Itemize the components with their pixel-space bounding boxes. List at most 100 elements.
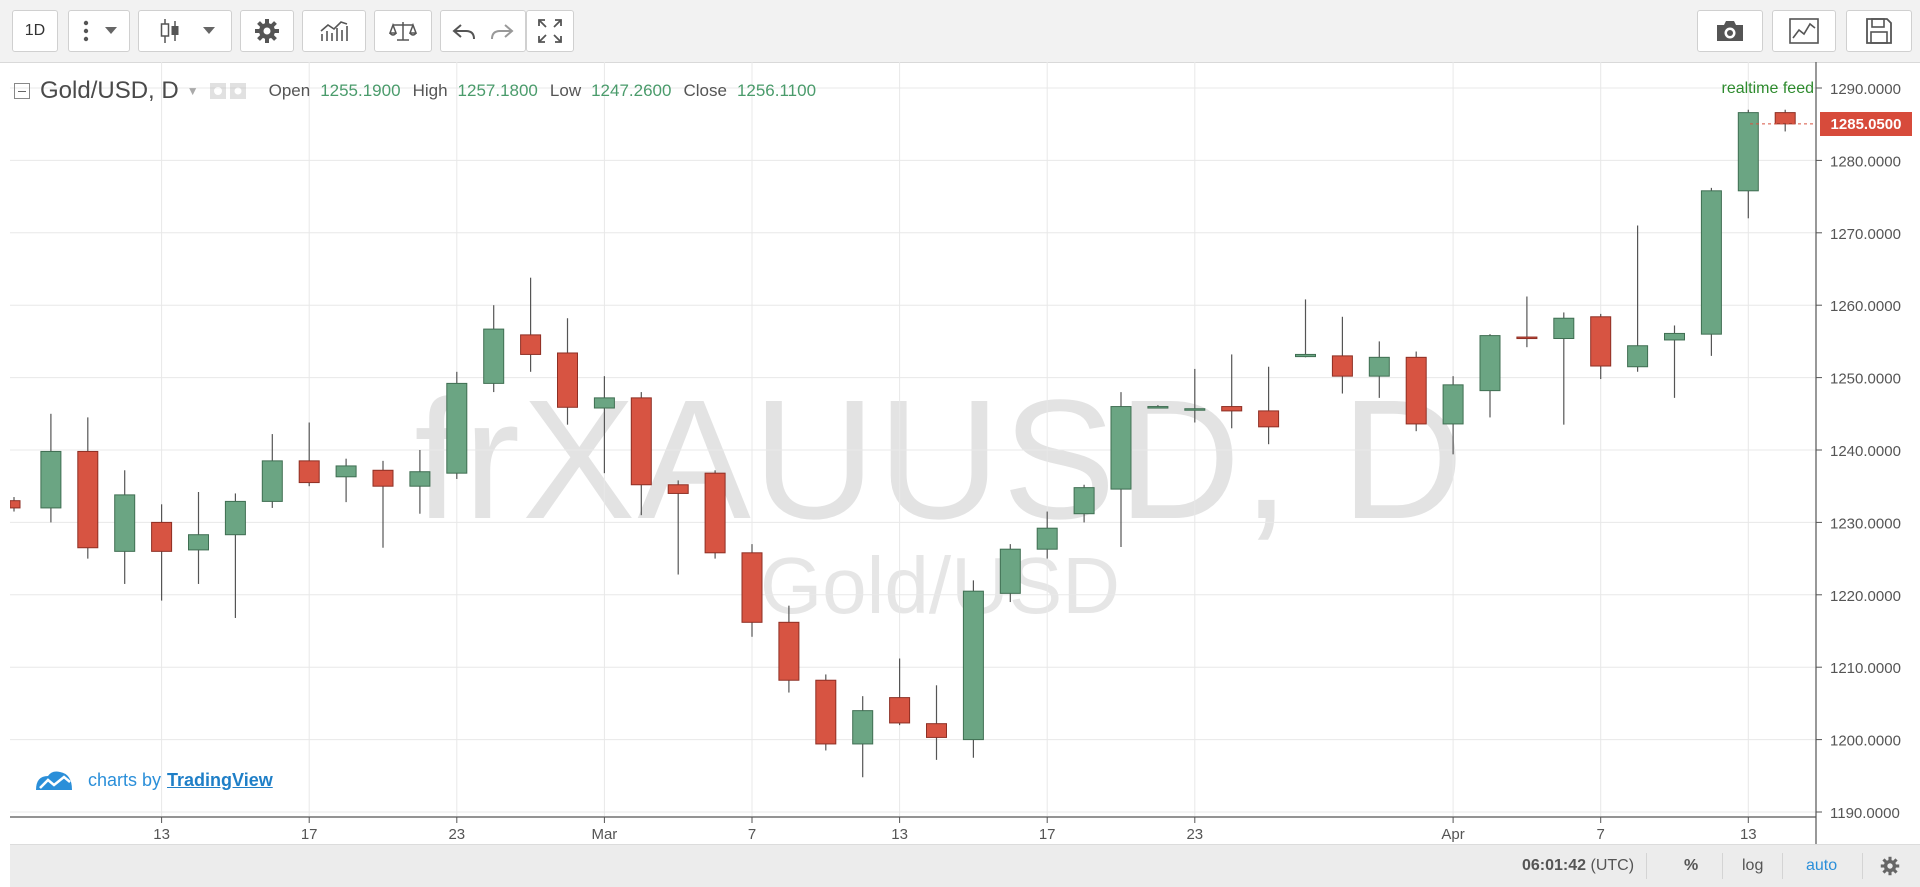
candle — [224, 493, 246, 618]
legend-open-label: Open — [268, 81, 311, 100]
candle — [1295, 299, 1316, 358]
candle-body — [630, 397, 652, 486]
log-scale-toggle[interactable]: log — [1742, 857, 1764, 874]
caret-down-icon — [105, 27, 117, 35]
realtime-feed-label: realtime feed — [1721, 80, 1815, 97]
legend-high-label: High — [412, 81, 448, 100]
candle-body — [1295, 353, 1316, 358]
x-tick-label: 17 — [1039, 826, 1056, 843]
candle-body — [593, 397, 615, 409]
tradingview-link[interactable]: TradingView — [167, 769, 273, 790]
candle — [1331, 316, 1353, 394]
y-tick-label: 1260.0000 — [1830, 298, 1901, 315]
vertical-dots-icon — [83, 20, 89, 42]
candle-body — [1110, 406, 1132, 490]
candle — [1664, 325, 1685, 398]
redo-icon[interactable] — [490, 22, 514, 40]
legend-high-value: 1257.1800 — [457, 81, 538, 100]
fullscreen-button[interactable] — [526, 10, 574, 52]
candle — [1221, 354, 1243, 429]
top-toolbar: 1D — [0, 0, 1920, 63]
save-button[interactable] — [1846, 10, 1912, 52]
y-tick-label: 1200.0000 — [1830, 733, 1901, 750]
brand-prefix: charts by — [88, 769, 162, 790]
percent-scale-toggle[interactable]: % — [1684, 857, 1699, 874]
clock-time: 06:01:42 — [1522, 857, 1587, 874]
auto-scale-toggle[interactable]: auto — [1806, 857, 1838, 874]
snapshot-button[interactable] — [1697, 10, 1763, 52]
chart-type-button[interactable] — [138, 10, 232, 52]
candle-body — [926, 723, 947, 738]
divider — [1722, 853, 1723, 879]
save-icon — [1865, 17, 1893, 45]
indicators-button[interactable] — [302, 10, 366, 52]
candle-body — [10, 500, 21, 509]
candle — [667, 480, 689, 575]
y-tick-label: 1220.0000 — [1830, 588, 1901, 605]
candle-body — [962, 590, 984, 741]
interval-label: 1D — [24, 22, 46, 39]
candle-body — [335, 465, 357, 478]
candle — [446, 371, 468, 479]
candle — [1036, 511, 1058, 559]
candle — [1479, 334, 1501, 418]
candle — [151, 504, 173, 601]
candle-body — [409, 471, 431, 487]
chart-style-button[interactable] — [1772, 10, 1836, 52]
candle-body — [1479, 335, 1501, 392]
compare-button[interactable] — [374, 10, 432, 52]
candle — [704, 470, 726, 559]
legend-symbol[interactable]: Gold/USD, D — [40, 77, 179, 104]
price-axis[interactable]: 1190.0000 1200.0000 1210.0000 1220.0000 1230… — [1815, 62, 1901, 844]
camera-icon — [1715, 19, 1745, 43]
candlestick-chart[interactable]: 1190.0000 1200.0000 1210.0000 1220.0000 1230… — [10, 62, 1920, 844]
divider — [1646, 853, 1647, 879]
candlestick-icon — [159, 18, 181, 44]
series-settings-icon[interactable] — [229, 82, 247, 100]
candle — [409, 450, 431, 514]
candle-body — [1737, 112, 1759, 192]
candle-body — [298, 460, 320, 484]
candle — [926, 685, 947, 760]
candle — [815, 674, 837, 751]
candle-body — [446, 382, 468, 474]
symbol-watermark: frXAUUSD, D — [414, 365, 1466, 555]
candle-body — [1442, 384, 1464, 425]
candle-body — [667, 484, 689, 494]
clock-readout: 06:01:42 (UTC) — [1522, 845, 1634, 887]
candle — [630, 392, 652, 516]
caret-down-icon[interactable]: ▼ — [186, 84, 199, 98]
collapse-legend-icon[interactable] — [14, 83, 30, 99]
legend-close-value: 1256.1100 — [736, 81, 817, 100]
scale-icon — [389, 20, 417, 42]
candle-body — [1368, 356, 1390, 377]
y-tick-label: 1190.0000 — [1830, 805, 1900, 822]
candle — [1442, 376, 1464, 455]
bottom-toolbar: 06:01:42 (UTC) % log auto — [10, 844, 1920, 887]
chart-area[interactable]: frXAUUSD, D Gold/USD 1190.0000 1200.0000 1… — [10, 62, 1920, 844]
candle-body — [1516, 336, 1538, 340]
interval-menu-button[interactable] — [68, 10, 130, 52]
candle-body — [889, 697, 911, 724]
x-tick-label: 7 — [1597, 826, 1605, 843]
undo-icon[interactable] — [452, 22, 476, 40]
visibility-icon[interactable] — [209, 82, 227, 100]
tradingview-brand[interactable]: charts by TradingView — [34, 768, 273, 792]
candle-body — [1184, 408, 1206, 411]
undo-redo-group — [440, 10, 526, 52]
gear-icon[interactable] — [1880, 845, 1900, 887]
candle-body — [1664, 332, 1685, 341]
legend-open-value: 1255.1900 — [320, 81, 401, 100]
candle-body — [1073, 487, 1095, 515]
candle — [1147, 405, 1169, 409]
time-axis[interactable]: 13 17 23 Mar 7 13 17 23 Apr 7 13 — [10, 816, 1816, 843]
candle-body — [188, 534, 209, 551]
gear-icon — [254, 18, 280, 44]
clock-timezone: (UTC) — [1590, 857, 1635, 874]
settings-button[interactable] — [240, 10, 294, 52]
interval-button[interactable]: 1D — [12, 10, 58, 52]
legend-close-label: Close — [683, 81, 727, 100]
candle — [962, 580, 984, 758]
candle — [298, 422, 320, 487]
grid — [10, 62, 1816, 816]
